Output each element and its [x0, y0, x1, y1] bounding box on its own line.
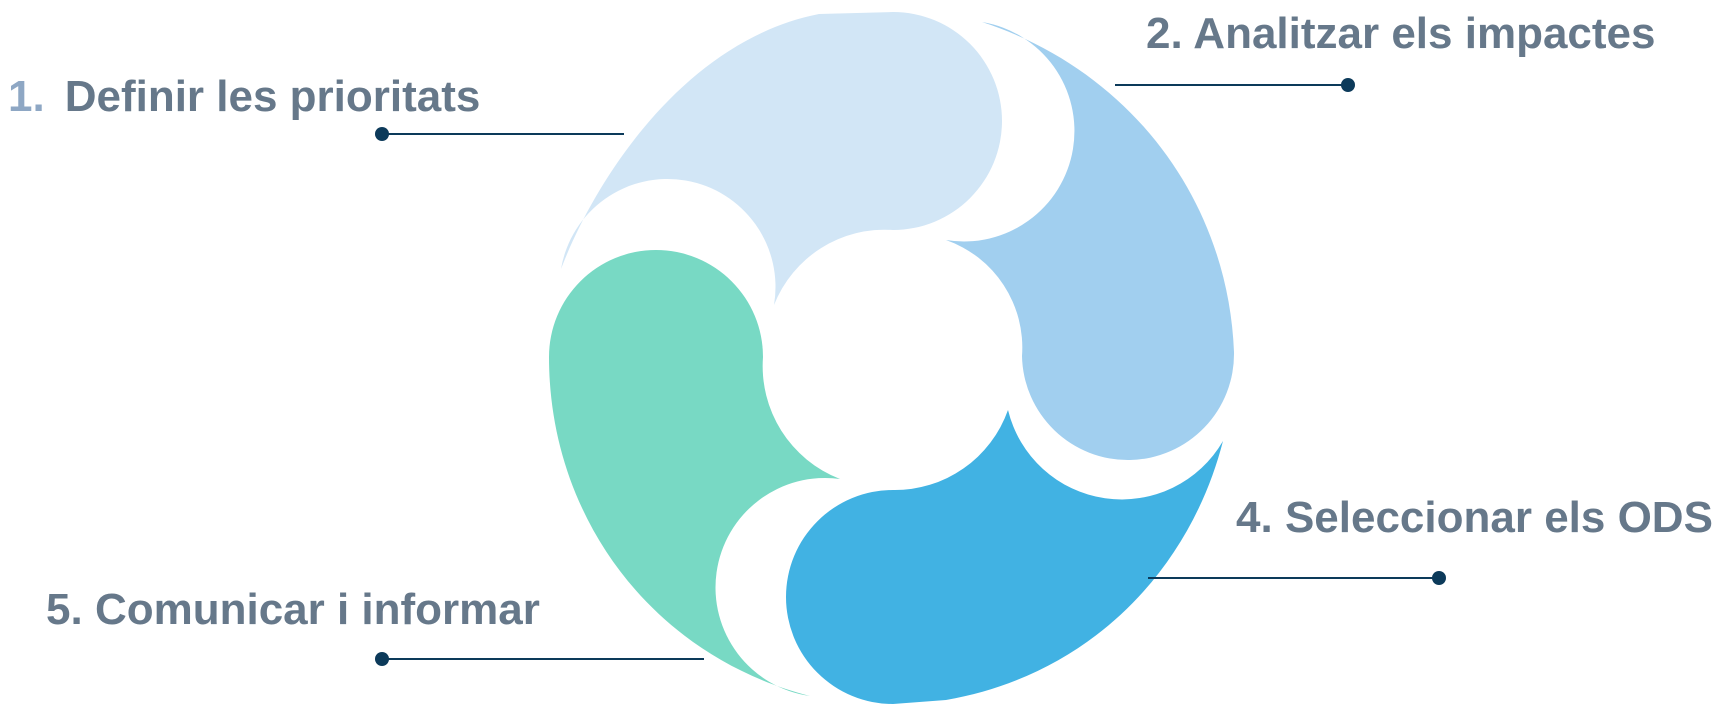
- step-2-text: Analitzar els impactes: [1193, 9, 1655, 58]
- step-2-number: 2.: [1146, 9, 1183, 58]
- step-1-text: Definir les prioritats: [65, 72, 481, 121]
- step-1-number: 1.: [8, 72, 45, 121]
- connector-step-2: [1115, 78, 1355, 92]
- step-4-text: Seleccionar els ODS: [1285, 493, 1713, 542]
- step-4-number: 4.: [1236, 493, 1273, 542]
- step-5-text: Comunicar i informar: [95, 585, 540, 634]
- step-1-label: 1. Definir les prioritats: [8, 75, 480, 119]
- step-4-label: 4. Seleccionar els ODS: [1236, 496, 1713, 540]
- step-5-number: 5.: [46, 585, 83, 634]
- connector-step-1: [375, 127, 624, 141]
- connector-step-4: [1148, 571, 1446, 585]
- step-5-label: 5. Comunicar i informar: [46, 588, 540, 632]
- step-2-label: 2. Analitzar els impactes: [1146, 12, 1656, 56]
- connector-step-5: [375, 652, 704, 666]
